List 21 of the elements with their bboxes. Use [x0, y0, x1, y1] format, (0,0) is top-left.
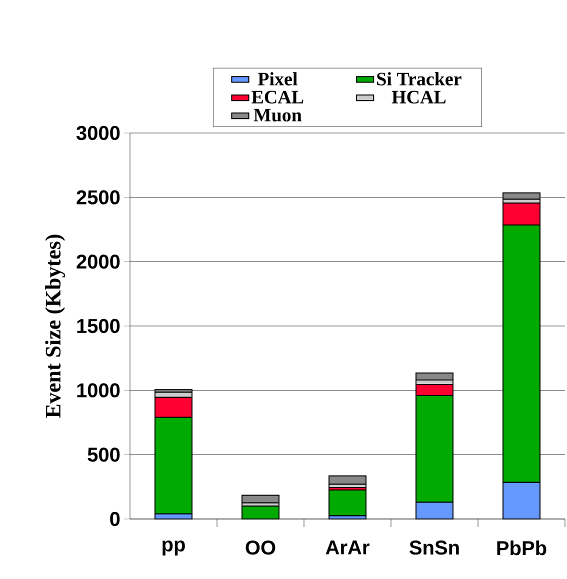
y-tick-label: 1500	[77, 318, 120, 334]
y-tick-label: 2500	[76, 190, 120, 204]
bar	[241, 494, 280, 504]
y-tick-label: 3000	[76, 126, 120, 140]
legend-label: Muon	[254, 108, 302, 122]
y-tick-label: 0	[110, 512, 120, 526]
x-tick-label: ArAr	[326, 540, 370, 554]
y-tick-label: 2000	[76, 254, 120, 269]
y-tick-label: 500	[88, 448, 120, 462]
legend-label: Pixel	[258, 72, 298, 86]
y-axis-title: Event Size (Kbytes)	[45, 234, 66, 418]
x-tick-label: OO	[246, 540, 276, 555]
bar	[328, 490, 366, 516]
x-tick-label: pp	[162, 540, 185, 556]
y-tick-label: 1000	[77, 383, 120, 398]
x-tick-label: SnSn	[410, 540, 459, 555]
legend-label: HCAL	[392, 90, 446, 104]
legend-label: Si Tracker	[377, 72, 462, 86]
legend-label: ECAL	[252, 90, 304, 104]
x-tick-label: PbPb	[497, 540, 546, 556]
bar	[328, 475, 366, 485]
